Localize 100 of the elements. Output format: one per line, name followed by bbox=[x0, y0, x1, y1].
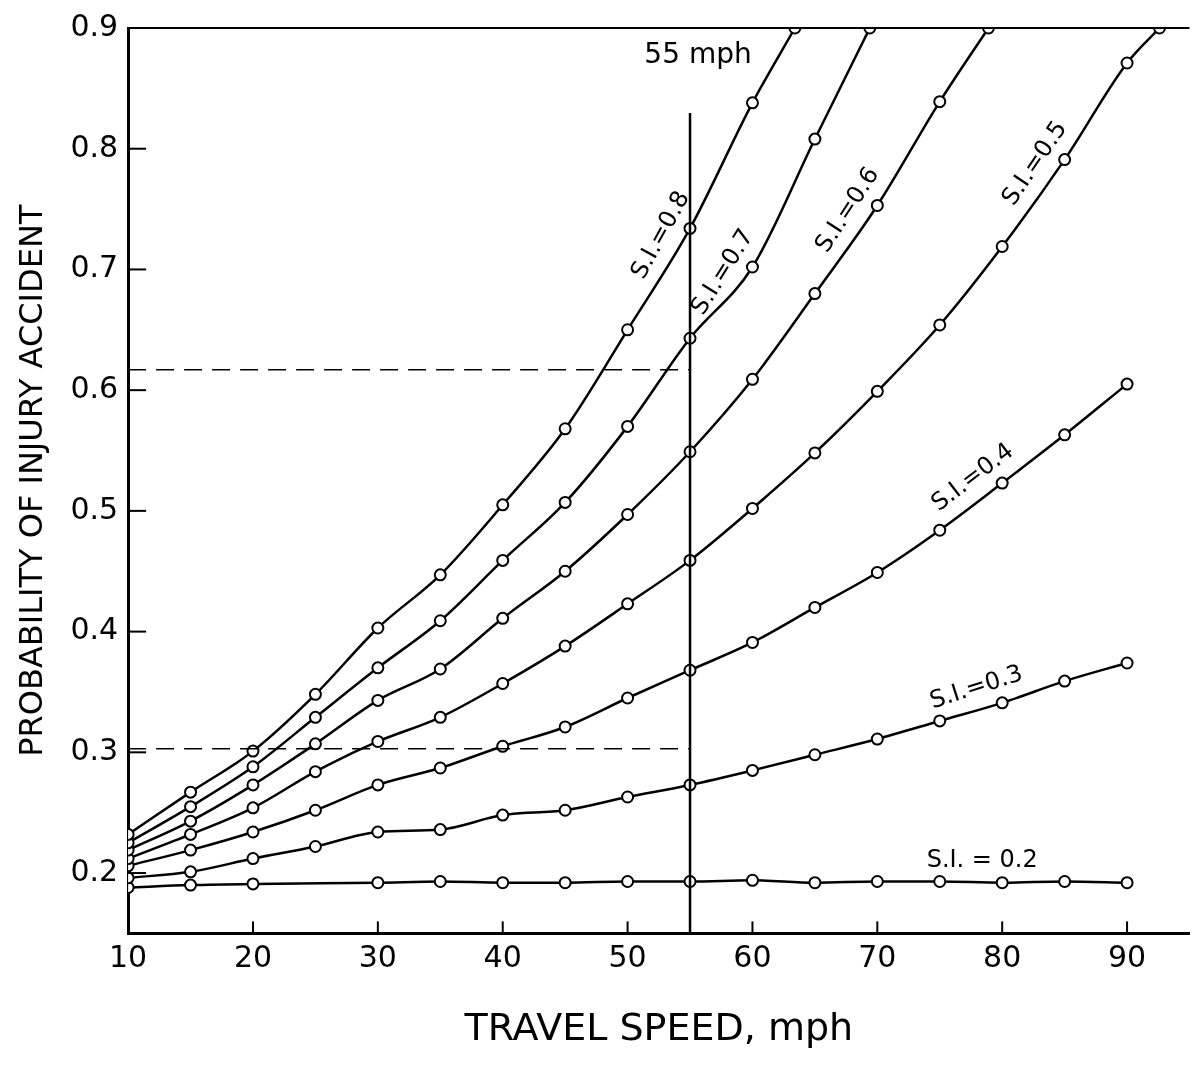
point bbox=[496, 498, 510, 512]
y-tick-label: 0.8 bbox=[70, 128, 119, 164]
point bbox=[246, 778, 260, 792]
point bbox=[745, 635, 759, 649]
point bbox=[558, 495, 572, 509]
y-axis-title: PROBABILITY OF INJURY ACCIDENT bbox=[11, 204, 50, 757]
point bbox=[433, 710, 447, 724]
point bbox=[308, 737, 322, 751]
point bbox=[308, 710, 322, 724]
series-label: S.I. = 0.2 bbox=[926, 844, 1038, 873]
x-tick-label: 70 bbox=[858, 939, 897, 975]
point bbox=[246, 801, 260, 815]
point bbox=[808, 876, 822, 890]
point bbox=[995, 240, 1009, 253]
x-tick-label: 20 bbox=[233, 939, 273, 975]
x-tick-label: 10 bbox=[109, 939, 148, 975]
point bbox=[995, 876, 1009, 890]
point bbox=[1058, 874, 1072, 888]
point bbox=[745, 96, 759, 110]
point bbox=[870, 565, 884, 579]
x-tick-label: 50 bbox=[608, 939, 647, 975]
point bbox=[558, 803, 572, 817]
point bbox=[933, 874, 947, 888]
point bbox=[184, 785, 198, 799]
y-tick-label: 0.3 bbox=[70, 732, 119, 768]
point bbox=[433, 662, 447, 676]
point bbox=[308, 839, 322, 853]
x-tick-label: 40 bbox=[483, 939, 522, 975]
x-tick-label: 60 bbox=[733, 939, 772, 975]
point bbox=[433, 761, 447, 775]
point bbox=[1120, 876, 1134, 890]
point bbox=[621, 790, 635, 804]
point bbox=[246, 877, 260, 891]
point bbox=[933, 95, 947, 109]
y-tick-label: 0.6 bbox=[70, 369, 119, 405]
point bbox=[745, 873, 759, 887]
point bbox=[184, 865, 198, 879]
x-tick-label: 90 bbox=[1107, 939, 1147, 975]
x-tick-label: 30 bbox=[358, 939, 397, 975]
point bbox=[808, 446, 822, 460]
point bbox=[184, 814, 198, 828]
y-tick-label: 0.5 bbox=[70, 490, 119, 526]
point bbox=[621, 508, 635, 521]
ref-line-label: 55 mph bbox=[644, 37, 752, 71]
point bbox=[308, 765, 322, 779]
point bbox=[1120, 56, 1134, 70]
point bbox=[808, 132, 822, 146]
point bbox=[933, 523, 947, 537]
point bbox=[308, 687, 322, 701]
point bbox=[184, 827, 198, 841]
point bbox=[558, 422, 572, 436]
point bbox=[184, 800, 198, 814]
point bbox=[496, 677, 510, 691]
point bbox=[745, 501, 759, 515]
point bbox=[808, 600, 822, 614]
y-tick-label: 0.7 bbox=[70, 249, 119, 285]
point bbox=[870, 384, 884, 398]
point bbox=[246, 852, 260, 866]
point bbox=[933, 714, 947, 728]
point bbox=[808, 287, 822, 301]
point bbox=[870, 874, 884, 888]
point bbox=[496, 808, 510, 822]
point bbox=[496, 876, 510, 890]
x-axis-title: TRAVEL SPEED, mph bbox=[463, 1005, 854, 1050]
point bbox=[558, 876, 572, 890]
point bbox=[184, 878, 198, 892]
point bbox=[433, 874, 447, 888]
point bbox=[371, 693, 385, 707]
x-tick-label: 80 bbox=[983, 939, 1022, 975]
point bbox=[621, 874, 635, 888]
point bbox=[433, 614, 447, 628]
point bbox=[308, 803, 322, 817]
point bbox=[246, 825, 260, 839]
point bbox=[371, 661, 385, 675]
point bbox=[184, 843, 198, 857]
point bbox=[558, 720, 572, 734]
point bbox=[808, 748, 822, 762]
point bbox=[933, 318, 947, 332]
point bbox=[246, 760, 260, 774]
point bbox=[621, 323, 635, 337]
point bbox=[371, 778, 385, 792]
point bbox=[433, 823, 447, 837]
point bbox=[558, 564, 572, 578]
y-tick-label: 0.9 bbox=[70, 7, 119, 43]
point bbox=[621, 691, 635, 705]
point bbox=[371, 876, 385, 890]
point bbox=[371, 734, 385, 748]
point bbox=[745, 763, 759, 777]
point bbox=[558, 639, 572, 653]
point bbox=[870, 732, 884, 746]
point bbox=[371, 825, 385, 839]
point bbox=[371, 621, 385, 635]
point bbox=[621, 597, 635, 611]
y-tick-label: 0.4 bbox=[70, 611, 119, 647]
point bbox=[745, 372, 759, 386]
point bbox=[1120, 377, 1134, 391]
point bbox=[433, 568, 447, 582]
point bbox=[1120, 656, 1134, 670]
point bbox=[621, 419, 635, 433]
y-tick-label: 0.2 bbox=[70, 852, 119, 888]
